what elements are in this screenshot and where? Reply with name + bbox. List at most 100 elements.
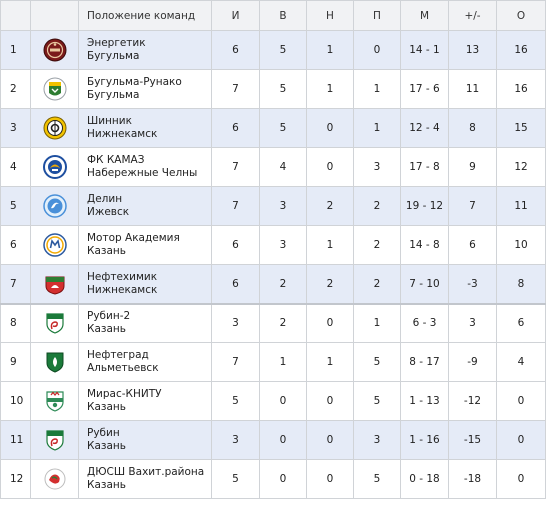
team-cell[interactable]: Мирас-КНИТУ Казань [78,381,212,421]
team-city: Казань [87,479,126,491]
energetik-logo-icon[interactable] [43,38,67,62]
position-cell: 1 [0,30,31,70]
draws-cell: 2 [306,264,354,304]
position-cell: 10 [0,381,31,421]
team-city: Нижнекамск [87,128,158,140]
draws-cell: 0 [306,420,354,460]
team-cell[interactable]: Делин Ижевск [78,186,212,226]
team-cell[interactable]: ФК КАМАЗ Набережные Челны [78,147,212,187]
team-city: Набережные Челны [87,167,198,179]
games-cell: 5 [211,381,260,421]
shinnik-logo-icon[interactable] [43,116,67,140]
team-cell[interactable]: Мотор Академия Казань [78,225,212,265]
team-cell[interactable]: Энергетик Бугульма [78,30,212,70]
team-name[interactable]: Мирас-КНИТУ [87,388,162,400]
goals-cell: 17 - 6 [400,69,449,109]
header-points[interactable]: О [496,0,546,31]
header-games[interactable]: И [211,0,260,31]
wins-cell: 1 [259,342,307,382]
goals-cell: 8 - 17 [400,342,449,382]
team-cell[interactable]: Бугульма-Рунако Бугульма [78,69,212,109]
goals-cell: 19 - 12 [400,186,449,226]
points-cell: 0 [496,459,546,499]
team-name[interactable]: Рубин-2 [87,310,131,323]
wins-cell: 0 [259,381,307,421]
team-cell[interactable]: Нефтеград Альметьевск [78,342,212,382]
wins-cell: 4 [259,147,307,187]
diff-cell: 7 [448,186,497,226]
goals-cell: 7 - 10 [400,264,449,304]
team-name[interactable]: Шинник [87,115,132,127]
draws-cell: 0 [306,108,354,148]
position-cell: 3 [0,108,31,148]
games-cell: 7 [211,342,260,382]
kamaz-logo-icon[interactable] [42,155,67,179]
diff-cell: 11 [448,69,497,109]
rubin-logo-icon[interactable] [43,428,67,452]
team-name[interactable]: Нефтехимик [87,270,158,283]
games-cell: 3 [211,302,260,343]
games-cell: 7 [211,69,260,109]
points-cell: 10 [496,225,546,265]
games-cell: 5 [211,459,260,499]
standings-table: Положение команд И В Н П М +/- О 1 Энерг [0,0,546,499]
team-city: Нижнекамск [87,283,158,296]
team-city: Бугульма [87,50,140,62]
team-name[interactable]: ФК КАМАЗ [87,154,145,166]
draws-cell: 0 [306,459,354,499]
table-row: 7 Нефтехимик Нижнекамск 6 2 2 2 7 - 10 -… [0,264,546,304]
team-cell[interactable]: Шинник Нижнекамск [78,108,212,148]
points-cell: 15 [496,108,546,148]
team-cell[interactable]: Нефтехимик Нижнекамск [78,264,212,304]
team-name[interactable]: Нефтеград [87,349,149,361]
rubin-2-logo-icon[interactable] [43,311,67,335]
goals-cell: 0 - 18 [400,459,449,499]
header-draws[interactable]: Н [306,0,354,31]
miras-knitu-logo-icon[interactable] [43,389,67,413]
team-cell[interactable]: ДЮСШ Вахит.района Казань [78,459,212,499]
position-cell: 9 [0,342,31,382]
neftegrad-logo-icon[interactable] [43,350,67,374]
neftekhimik-logo-icon[interactable] [43,272,67,296]
team-name[interactable]: Делин [87,193,123,205]
games-cell: 7 [211,147,260,187]
dyussh-vakhitovskogo-logo-icon[interactable] [43,467,67,491]
team-name[interactable]: Бугульма-Рунако [87,76,182,88]
header-losses[interactable]: П [353,0,401,31]
games-cell: 7 [211,186,260,226]
wins-cell: 3 [259,225,307,265]
header-wins[interactable]: В [259,0,307,31]
games-cell: 6 [211,30,260,70]
bugulma-runako-logo-icon[interactable] [43,77,67,101]
position-cell: 12 [0,459,31,499]
delin-logo-icon[interactable] [42,194,67,218]
goals-cell: 1 - 16 [400,420,449,460]
team-cell[interactable]: Рубин-2 Казань [78,302,212,343]
points-cell: 0 [496,381,546,421]
table-row: 9 Нефтеград Альметьевск 7 1 1 5 8 - 17 -… [0,342,546,382]
team-name[interactable]: Рубин [87,427,120,439]
position-cell: 6 [0,225,31,265]
motor-akademiya-logo-icon[interactable] [42,233,67,257]
points-cell: 6 [496,302,546,343]
table-row: 8 Рубин-2 Казань 3 2 0 1 6 - 3 3 6 [0,302,546,343]
games-cell: 6 [211,108,260,148]
losses-cell: 3 [353,420,401,460]
team-city: Бугульма [87,89,140,101]
team-name[interactable]: Мотор Академия [87,232,180,244]
team-name[interactable]: Энергетик [87,37,146,49]
draws-cell: 0 [306,381,354,421]
header-goals[interactable]: М [400,0,449,31]
header-team[interactable]: Положение команд [78,0,212,31]
team-name[interactable]: ДЮСШ Вахит.района [87,466,205,478]
losses-cell: 2 [353,225,401,265]
team-cell[interactable]: Рубин Казань [78,420,212,460]
draws-cell: 1 [306,69,354,109]
losses-cell: 2 [353,186,401,226]
header-diff[interactable]: +/- [448,0,497,31]
table-row: 1 Энергетик Бугульма 6 5 1 0 14 - 1 13 1… [0,30,546,70]
losses-cell: 1 [353,302,401,343]
table-row: 6 Мотор Академия Казань 6 3 1 2 14 - 8 6… [0,225,546,265]
position-cell: 4 [0,147,31,187]
team-city: Казань [87,323,126,336]
